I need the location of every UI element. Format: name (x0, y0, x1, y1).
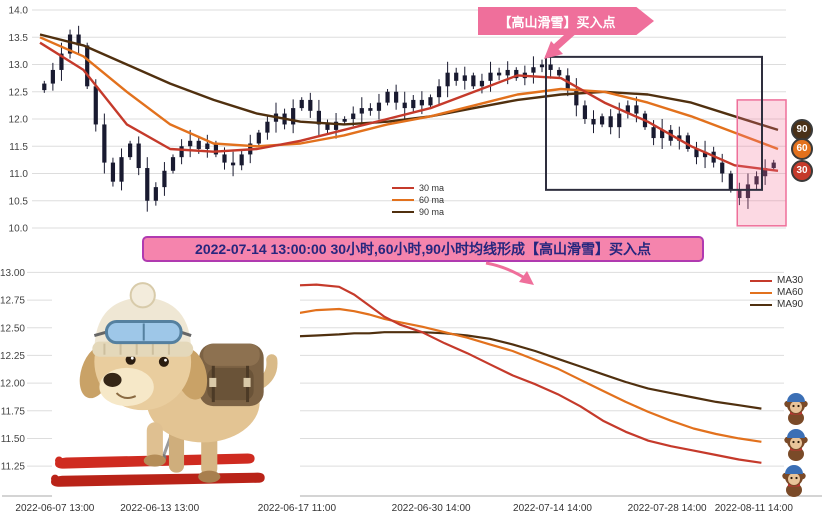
highlight-box (545, 55, 763, 191)
dog-hind-paw (198, 470, 221, 483)
svg-text:10.0: 10.0 (9, 224, 29, 235)
legend-label-30ma: 30 ma (419, 183, 445, 193)
svg-text:11.75: 11.75 (1, 406, 26, 417)
svg-text:13.5: 13.5 (9, 33, 29, 44)
svg-text:2022-06-30 14:00: 2022-06-30 14:00 (392, 503, 471, 514)
dog-skier-figurine (51, 275, 300, 503)
MA60-line (289, 307, 762, 443)
x-axis-labels: 2022-06-07 13:00 2022-06-13 13:00 2022-06-… (15, 503, 793, 514)
dog-eye-right (158, 356, 169, 367)
legend-label-ma90: MA90 (777, 299, 804, 310)
svg-text:2022-08-11 14:00: 2022-08-11 14:00 (715, 503, 794, 514)
svg-text:12.25: 12.25 (0, 351, 25, 362)
svg-text:12.50: 12.50 (0, 323, 25, 334)
dog-front-paw (143, 454, 166, 467)
dog-mid-leg (168, 428, 185, 473)
svg-text:13.0: 13.0 (9, 60, 29, 71)
svg-text:13.00: 13.00 (0, 268, 25, 279)
monkey-figure-icon (784, 429, 808, 461)
legend-label-60ma: 60 ma (419, 195, 445, 205)
bottom-ma-chart: 13.00 12.75 12.50 12.25 12.00 11.75 11.50 11.25… (0, 268, 827, 520)
svg-text:11.5: 11.5 (9, 142, 28, 153)
buy-point-callout: 【高山滑雪】买入点 (478, 7, 654, 35)
callout-arrow-icon (544, 41, 563, 59)
svg-text:11.0: 11.0 (9, 169, 28, 180)
legend-label-ma30: MA30 (777, 275, 804, 286)
legend-swatch-ma90 (750, 304, 772, 306)
60ma-line (39, 36, 779, 151)
svg-text:12.0: 12.0 (9, 115, 29, 126)
goggles-icon (93, 319, 192, 345)
legend-swatch-ma30 (750, 280, 772, 282)
30ma-line (39, 41, 779, 172)
svg-text:11.25: 11.25 (1, 462, 26, 473)
buy-point-callout-label: 【高山滑雪】买入点 (498, 14, 616, 30)
legend-label-ma60: MA60 (777, 287, 804, 298)
dog-front-leg (146, 422, 163, 463)
signal-banner-text: 2022-07-14 13:00:00 30小时,60小时,90小时均线形成【高… (195, 241, 651, 257)
monkey-figure-icon (784, 393, 808, 425)
svg-text:12.00: 12.00 (0, 379, 25, 390)
svg-text:10.5: 10.5 (9, 196, 29, 207)
dog-mouth (115, 392, 137, 399)
top-chart-canvas: 14.0 13.5 13.0 12.5 12.0 11.5 11.0 10.5 10.0 (9, 6, 787, 235)
90ma-line (39, 33, 779, 132)
legend-item-30ma: 30 ma (392, 183, 444, 193)
banner-arrow-icon (485, 261, 534, 285)
dog-nose (103, 372, 122, 387)
legend-label-90ma: 90 ma (419, 207, 445, 217)
ma60-badge: 60 (791, 137, 813, 160)
legend-swatch-ma60 (750, 292, 772, 294)
svg-text:2022-07-14 14:00: 2022-07-14 14:00 (513, 503, 592, 514)
legend-swatch-60ma (392, 199, 414, 201)
signal-banner: 2022-07-14 13:00:00 30小时,60小时,90小时均线形成【高… (142, 236, 704, 262)
ma30-badge: 30 (791, 159, 813, 182)
svg-text:11.50: 11.50 (1, 434, 26, 445)
top-legend: 30 ma 60 ma 90 ma (392, 183, 444, 217)
pompom (129, 282, 156, 309)
svg-text:2022-06-17 11:00: 2022-06-17 11:00 (258, 503, 337, 514)
bottom-legend: MA30 MA60 MA90 (750, 276, 803, 310)
svg-text:14.0: 14.0 (9, 6, 29, 17)
legend-item-ma90: MA90 (750, 300, 803, 310)
dog-muzzle (99, 367, 154, 407)
legend-swatch-90ma (392, 211, 414, 213)
svg-text:2022-06-13 13:00: 2022-06-13 13:00 (120, 503, 199, 514)
legend-item-90ma: 90 ma (392, 207, 444, 217)
MA90-line (290, 331, 762, 410)
legend-swatch-30ma (392, 187, 414, 189)
legend-item-ma30: MA30 (750, 276, 803, 286)
ma90-badge: 90 (791, 118, 813, 141)
monkey-figure-icon (782, 465, 806, 497)
top-candlestick-chart: 14.0 13.5 13.0 12.5 12.0 11.5 11.0 10.5 10.0 【高山… (0, 0, 827, 234)
legend-item-60ma: 60 ma (392, 195, 444, 205)
svg-text:2022-06-07 13:00: 2022-06-07 13:00 (15, 503, 94, 514)
svg-text:2022-07-28 14:00: 2022-07-28 14:00 (628, 503, 707, 514)
legend-item-ma60: MA60 (750, 288, 803, 298)
MA30-line (290, 283, 762, 464)
backpack-icon (199, 343, 264, 407)
svg-text:12.75: 12.75 (0, 296, 25, 307)
svg-text:12.5: 12.5 (9, 87, 29, 98)
